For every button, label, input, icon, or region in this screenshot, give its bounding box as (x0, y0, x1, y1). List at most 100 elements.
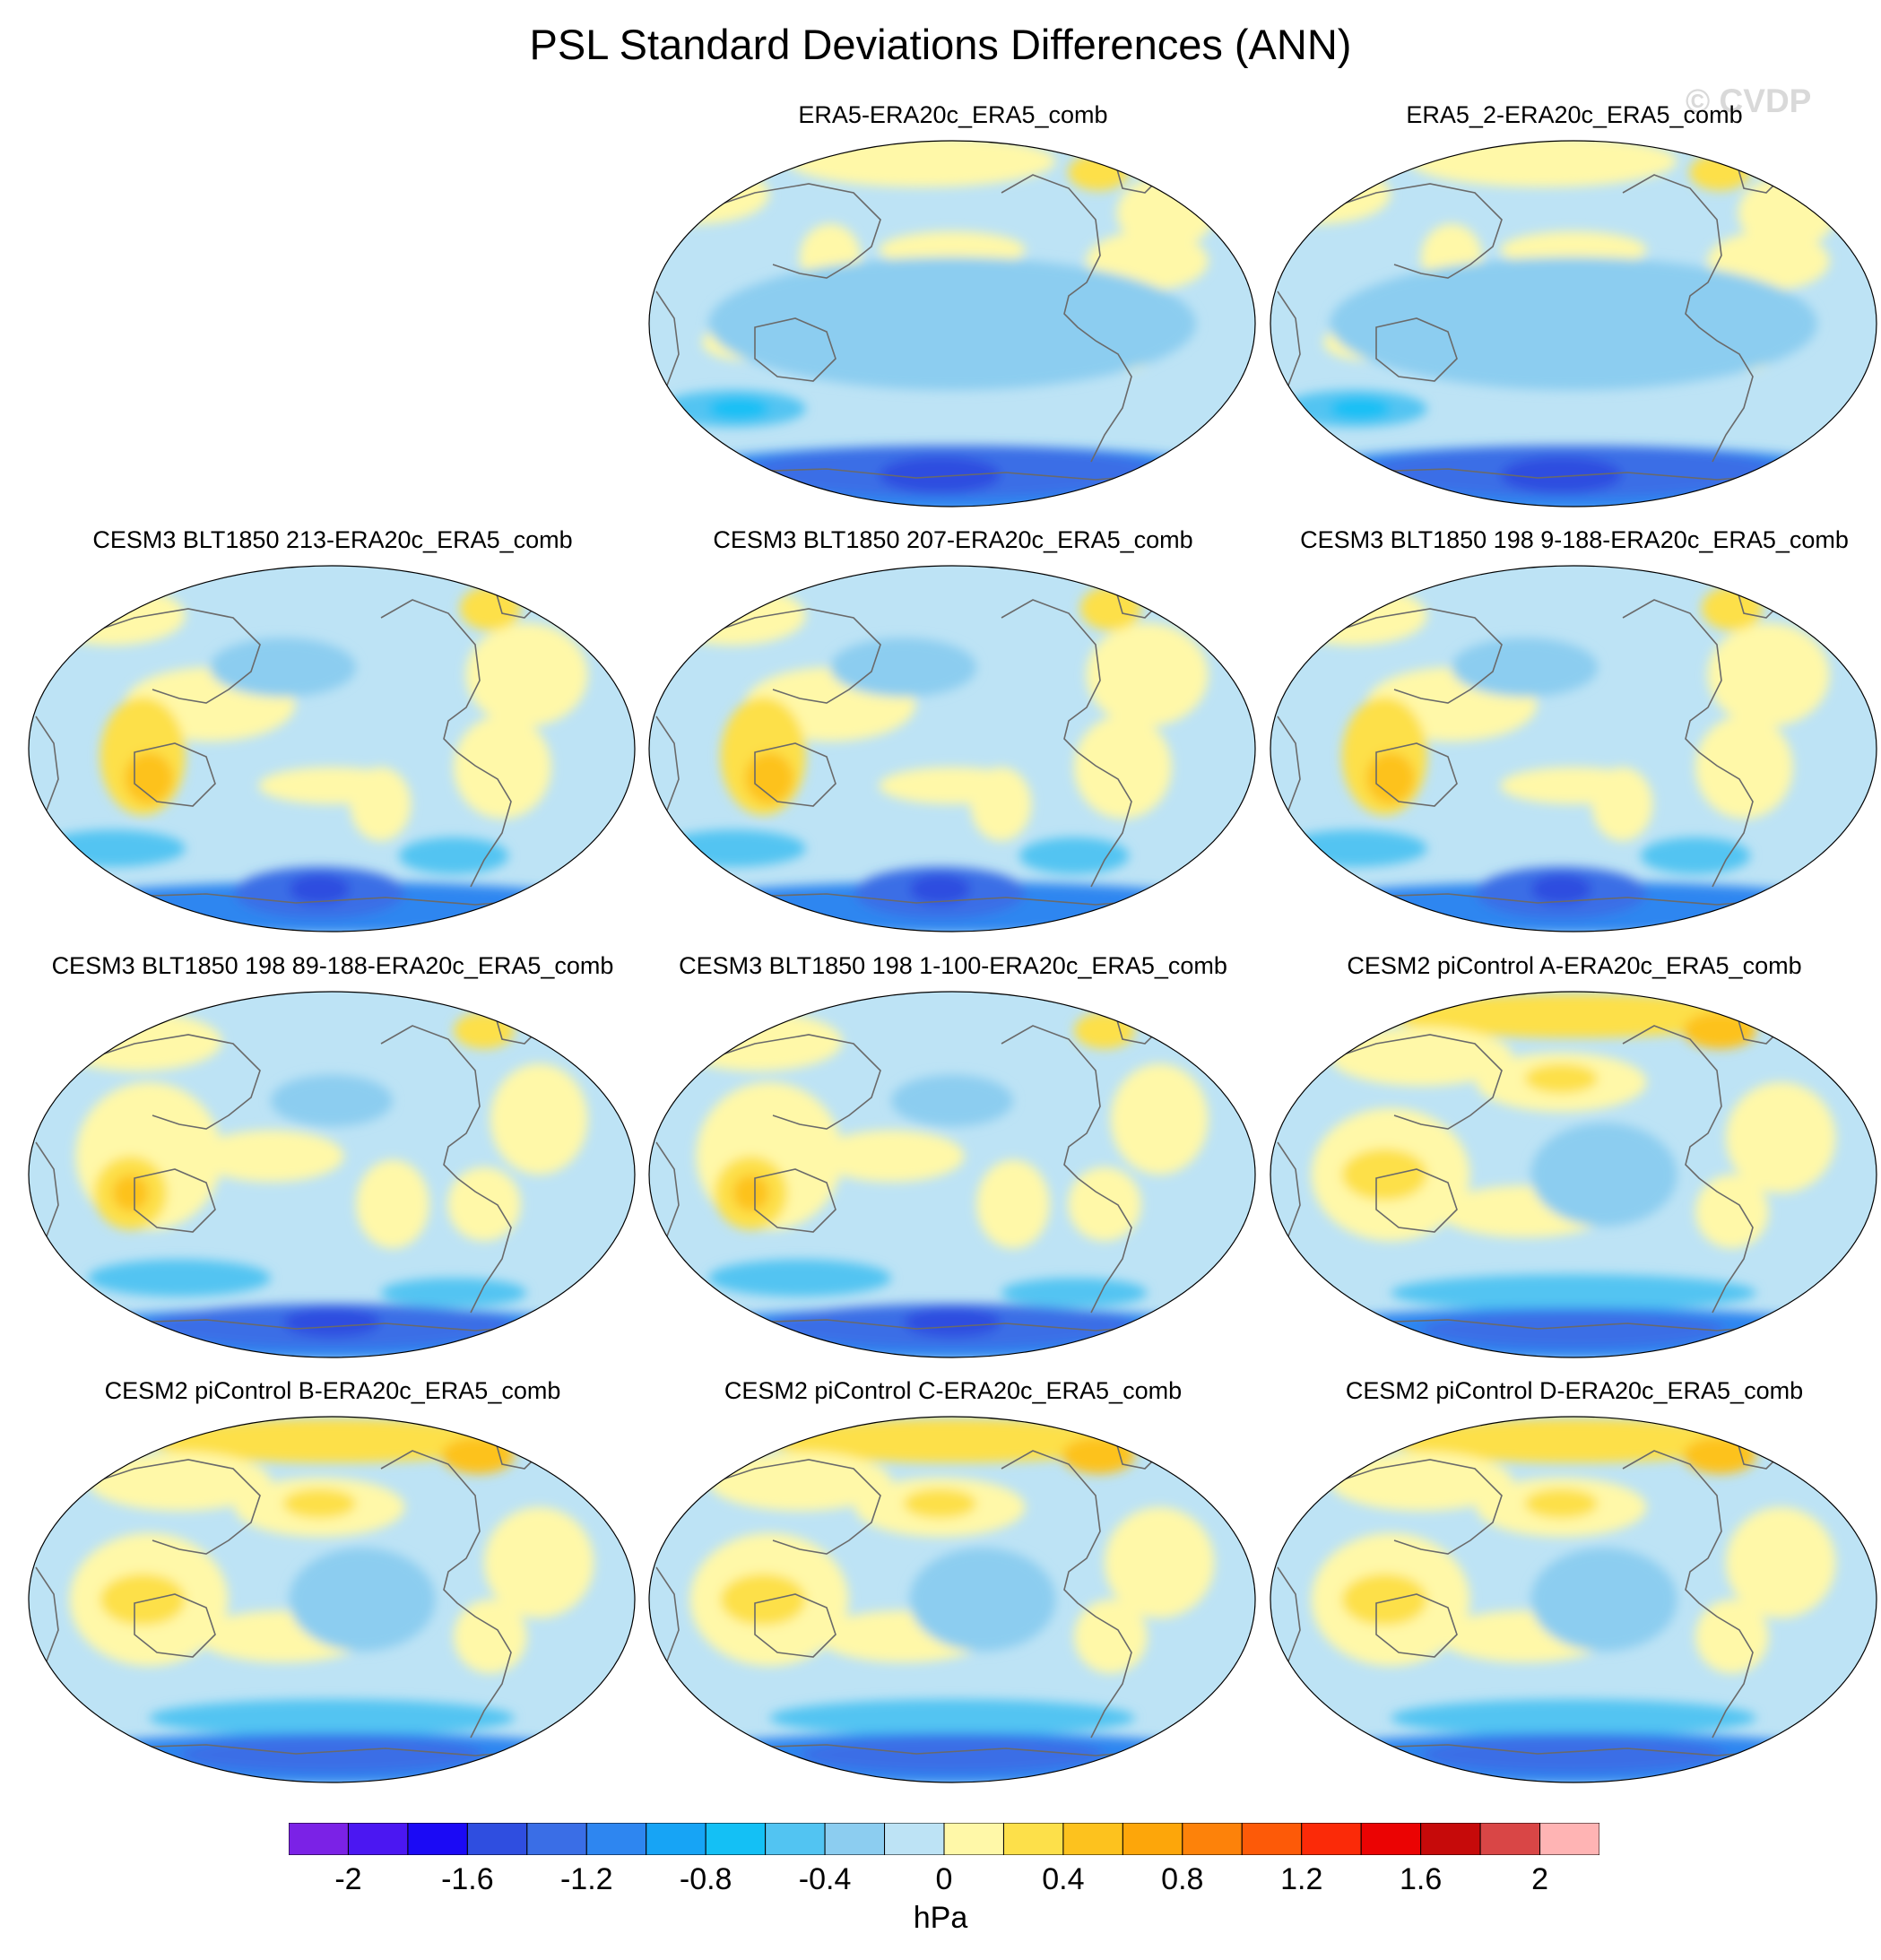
coastline (1277, 1141, 1301, 1242)
coastline (1286, 608, 1503, 704)
anomaly-contour (879, 456, 1001, 494)
anomaly-contour (891, 1074, 1013, 1127)
anomaly-contour (398, 837, 509, 875)
map-panel: CESM3 BLT1850 213-ERA20c_ERA5_comb (23, 526, 642, 939)
colorbar-box (765, 1823, 826, 1855)
anomaly-contour (1726, 1507, 1836, 1618)
anomaly-contour (1452, 637, 1599, 698)
colorbar-box (1182, 1823, 1243, 1855)
map-panel: CESM3 BLT1850 198 89-188-ERA20c_ERA5_com… (23, 952, 642, 1365)
anomaly-contour (454, 1011, 515, 1049)
colorbar-ticks: -2 -1.6 -1.2 -0.8 -0.4 0 0.4 0.8 1.2 1.6 2 (0, 1862, 1881, 1907)
colorbar-box (466, 1823, 528, 1855)
anomaly-contour (818, 1130, 965, 1183)
colorbar-box (884, 1823, 945, 1855)
panel-title: CESM3 BLT1850 198 9-188-ERA20c_ERA5_comb (1300, 526, 1849, 553)
anomaly-contour (672, 1011, 843, 1071)
coastline (380, 599, 512, 888)
anomaly-contour (1530, 1548, 1677, 1652)
anomaly-contour (769, 1699, 1135, 1737)
coastlines (655, 154, 1186, 481)
colorbar-tick-label: 0.4 (1042, 1862, 1085, 1896)
map-border (28, 565, 636, 932)
anomaly-contour (289, 1548, 436, 1652)
colorbar-tick-label: 0.8 (1161, 1862, 1204, 1896)
coastline (664, 1034, 881, 1130)
coastline (98, 893, 566, 906)
anomaly-contour (39, 829, 186, 867)
colorbar-box (1420, 1823, 1481, 1855)
colorbar-box (347, 1823, 409, 1855)
colorbar-box (1301, 1823, 1362, 1855)
coastline (1001, 1450, 1132, 1739)
colorbar-box (705, 1823, 767, 1855)
colorbar-units: hPa (913, 1901, 968, 1935)
anomaly-contour (1695, 1600, 1769, 1674)
map-border (1270, 140, 1877, 507)
anomaly-contour (88, 1259, 271, 1297)
coastline (1286, 1034, 1503, 1130)
anomaly-contour (197, 1130, 344, 1183)
map-panel: CESM2 piControl D-ERA20c_ERA5_comb (1265, 1377, 1881, 1790)
coastlines (655, 1005, 1186, 1331)
coastline (1286, 183, 1503, 279)
anomaly-contour (720, 1574, 806, 1626)
anomaly-contour (1110, 1063, 1209, 1175)
coastline (1375, 742, 1458, 807)
panel-title: CESM2 piControl C-ERA20c_ERA5_comb (724, 1377, 1183, 1404)
anomaly-contour (744, 752, 794, 804)
anomaly-contour (124, 752, 174, 804)
anomaly-contour (708, 1259, 891, 1297)
panel-title: CESM3 BLT1850 198 89-188-ERA20c_ERA5_com… (51, 952, 614, 979)
coastline (1375, 1593, 1458, 1658)
anomaly-contour (903, 1488, 977, 1519)
coastlines (1277, 1005, 1807, 1331)
anomaly-contour (1707, 622, 1830, 727)
anomaly-contour (490, 1063, 588, 1175)
map-panel: ERA5_2-ERA20c_ERA5_comb (1265, 101, 1881, 514)
coastline (655, 1141, 680, 1242)
map-border (648, 140, 1256, 507)
coastlines (1277, 154, 1807, 481)
coastline (718, 468, 1186, 481)
coastline (1277, 291, 1301, 391)
world-map (648, 1416, 1256, 1783)
anomaly-contour (1391, 1418, 1756, 1463)
anomaly-contour (210, 637, 357, 698)
colorbar-box (585, 1823, 647, 1855)
coastline (380, 1025, 512, 1314)
anomaly-contour (1530, 1123, 1677, 1227)
anomaly-contour (282, 1488, 357, 1519)
anomaly-contour (282, 1307, 381, 1338)
anomaly-contour (1421, 1311, 1726, 1349)
map-border (28, 1416, 636, 1783)
world-map (1270, 991, 1877, 1358)
coastline (1339, 468, 1807, 481)
anomaly-contour (909, 1548, 1056, 1652)
anomaly-contour (1391, 1699, 1756, 1737)
panel-title: CESM2 piControl D-ERA20c_ERA5_comb (1345, 1377, 1804, 1404)
colorbar-tick-label: 1.2 (1280, 1862, 1323, 1896)
panel-title: CESM3 BLT1850 213-ERA20c_ERA5_comb (92, 526, 573, 553)
anomaly-contour (39, 585, 186, 646)
colorbar-tick-label: 1.6 (1399, 1862, 1443, 1896)
anomaly-contour (1695, 715, 1793, 820)
coastlines (655, 579, 1186, 906)
anomaly-contour (1726, 1082, 1836, 1193)
anomaly-contour (970, 767, 1032, 841)
anomaly-contour (903, 1307, 1001, 1338)
coastline (1622, 1450, 1754, 1739)
world-map (648, 991, 1256, 1358)
colorbar-tick-label: -1.6 (441, 1862, 494, 1896)
world-map (1270, 140, 1877, 507)
coastline (655, 1566, 680, 1667)
coastline (44, 1459, 261, 1555)
anomaly-contour (708, 397, 769, 421)
colorbar-tick-label: -0.4 (798, 1862, 852, 1896)
coastline (718, 1319, 1186, 1331)
anomaly-contour (1280, 585, 1427, 646)
anomaly-contour (100, 1574, 186, 1626)
colorbar-tick-label: -2 (334, 1862, 362, 1896)
colorbar-box (1062, 1823, 1123, 1855)
anomaly-contour (1530, 874, 1592, 905)
